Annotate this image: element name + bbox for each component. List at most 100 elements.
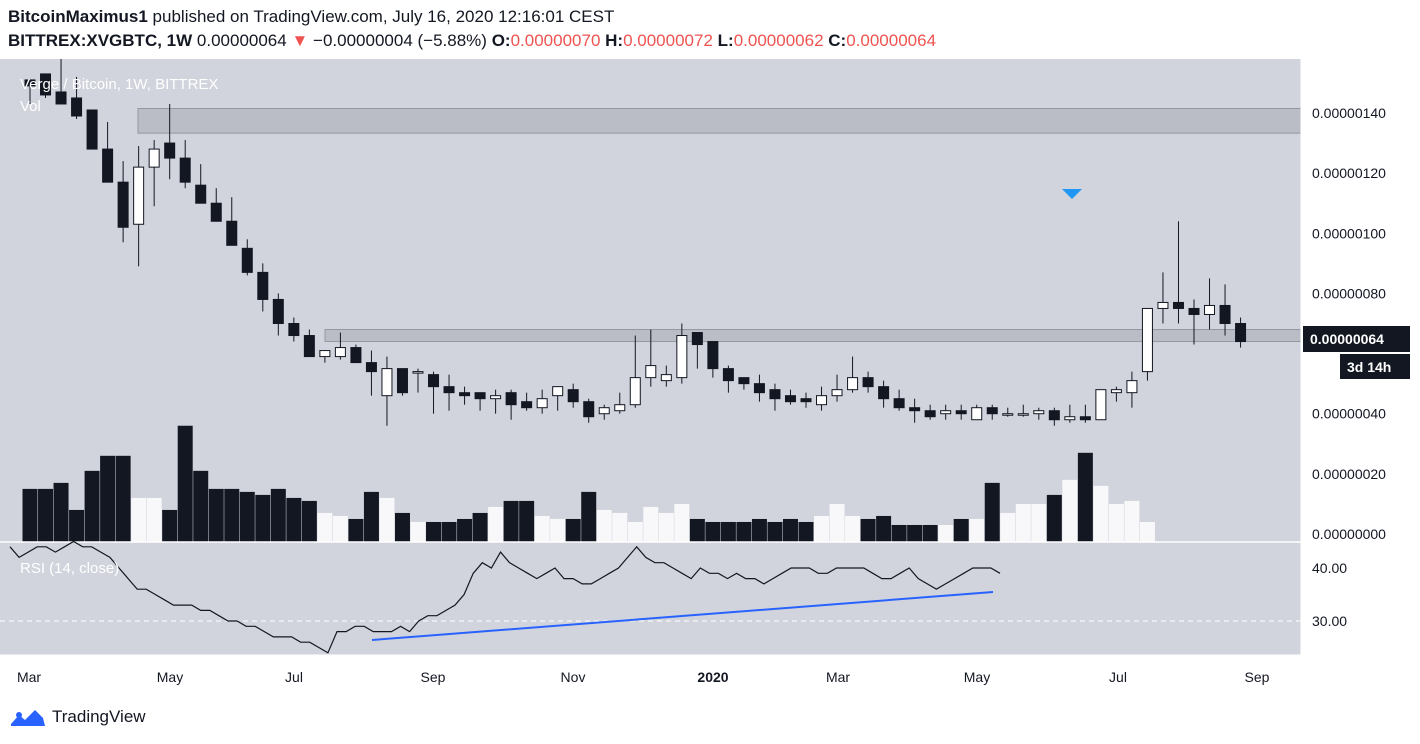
volume-bar — [503, 500, 519, 542]
candle-body — [1188, 307, 1200, 315]
candle-body — [459, 392, 471, 397]
candle-body — [552, 386, 564, 397]
volume-bar — [891, 524, 907, 542]
volume-bar — [534, 515, 550, 542]
candle-body — [893, 398, 905, 409]
candle-body — [831, 389, 843, 397]
volume-bar — [922, 524, 938, 542]
candle-body — [691, 332, 703, 346]
volume-bar — [798, 521, 814, 542]
symbol-label: BITTREX:XVGBTC, 1W — [8, 31, 193, 50]
volume-bar — [38, 488, 54, 542]
volume-bar — [488, 506, 504, 542]
candle-body — [769, 389, 781, 400]
pane-title: Verge / Bitcoin, 1W, BITTREX — [20, 76, 218, 93]
y-tick-label: 0.00000080 — [1312, 285, 1386, 301]
low-value: 0.00000062 — [733, 31, 824, 50]
volume-bar — [736, 521, 752, 542]
author-name[interactable]: BitcoinMaximus1 — [8, 7, 148, 26]
x-tick-label: Mar — [826, 669, 850, 685]
open-value: 0.00000070 — [510, 31, 601, 50]
volume-bar — [565, 518, 581, 542]
volume-bar — [22, 488, 38, 542]
candle-body — [1002, 413, 1014, 416]
volume-bar — [643, 506, 659, 542]
candle-body — [288, 323, 300, 337]
volume-bar — [193, 470, 209, 542]
countdown-badge-bg — [1340, 354, 1410, 379]
y-tick-label: 0.00000040 — [1312, 406, 1386, 422]
candle-body — [195, 184, 207, 204]
low-label: L: — [717, 31, 734, 50]
publish-info: BitcoinMaximus1 published on TradingView… — [8, 7, 614, 27]
rsi-tick-label: 40.00 — [1312, 560, 1347, 576]
candle-body — [986, 407, 998, 415]
candle-body — [319, 350, 331, 358]
price-badge-bg — [1303, 326, 1410, 352]
candle-body — [1235, 323, 1247, 343]
candle-body — [179, 157, 191, 183]
tradingview-logo-icon — [11, 710, 45, 726]
volume-bar — [1015, 503, 1031, 542]
volume-bar — [907, 524, 923, 542]
volume-bar — [1062, 479, 1078, 542]
candle-body — [924, 410, 936, 418]
y-tick-label: 0.00000020 — [1312, 466, 1386, 482]
volume-bar — [131, 497, 147, 542]
volume-bar — [146, 497, 162, 542]
close-label: C: — [828, 31, 847, 50]
volume-bar — [472, 512, 488, 542]
candle-body — [955, 410, 967, 415]
candle-body — [164, 142, 176, 159]
candle-body — [1126, 380, 1138, 394]
volume-bar — [426, 521, 442, 542]
high-value: 0.00000072 — [623, 31, 713, 50]
price-chart[interactable]: 0.00000000 0.00000020 0.00000040 0.00000080… — [0, 59, 1420, 696]
volume-bar — [224, 488, 240, 542]
candle-body — [1064, 416, 1076, 421]
x-tick-label: 2020 — [697, 669, 728, 685]
volume-bar — [1124, 500, 1140, 542]
open-label: O: — [491, 31, 511, 50]
candle-body — [1095, 389, 1107, 421]
candle-body — [1017, 413, 1029, 416]
down-arrow-marker-icon — [1062, 189, 1082, 199]
candle-body — [1079, 416, 1091, 421]
chart-area[interactable]: 0.00000000 0.00000020 0.00000040 0.00000080… — [0, 59, 1420, 696]
candle-body — [598, 407, 610, 415]
volume-bar — [876, 515, 892, 542]
volume-bar — [53, 482, 69, 542]
rsi-label: RSI (14, close) — [20, 560, 119, 577]
candle-body — [1172, 301, 1184, 309]
footer-brand[interactable]: TradingView — [10, 707, 146, 727]
resistance-zone — [324, 329, 1302, 343]
rsi-tick-label: 30.00 — [1312, 613, 1347, 629]
volume-bar — [658, 512, 674, 542]
volume-bar — [984, 482, 1000, 542]
candle-body — [878, 386, 890, 400]
candle-body — [350, 347, 362, 364]
volume-bar — [270, 488, 286, 542]
ohlc-legend: BITTREX:XVGBTC, 1W 0.00000064 ▼ −0.00000… — [8, 31, 936, 51]
volume-bar — [627, 521, 643, 542]
volume-bar — [100, 455, 116, 542]
last-price-badge: 0.00000064 3d 14h — [1303, 326, 1410, 379]
x-tick-label: Jul — [1109, 669, 1127, 685]
countdown-badge-value: 3d 14h — [1347, 359, 1391, 375]
candle-body — [133, 166, 145, 225]
last-price: 0.00000064 — [196, 31, 287, 50]
x-tick-label: May — [157, 669, 183, 685]
candle-body — [816, 395, 828, 406]
volume-bar — [239, 491, 255, 542]
volume-bar — [1077, 452, 1093, 542]
candle-body — [117, 181, 129, 228]
candle-body — [1048, 410, 1060, 421]
candle-body — [629, 377, 641, 406]
x-tick-label: Sep — [421, 669, 446, 685]
volume-bar — [348, 518, 364, 542]
candle-body — [536, 398, 548, 409]
candle-body — [722, 368, 734, 382]
candle-body — [707, 341, 719, 370]
candle-body — [86, 109, 98, 150]
candle-body — [505, 392, 517, 406]
